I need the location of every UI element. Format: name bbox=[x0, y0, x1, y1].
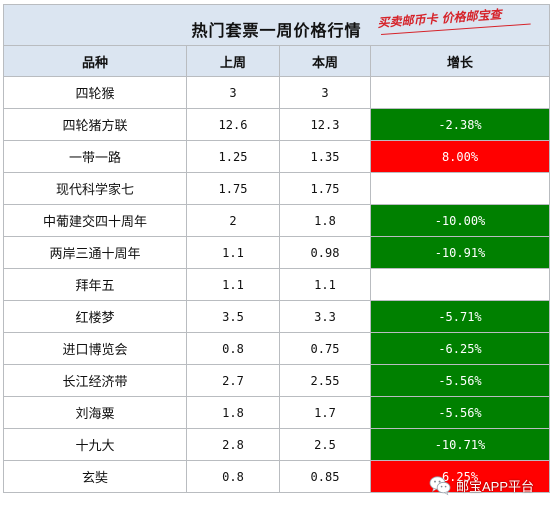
promo-stamp: 买卖邮币卡 价格邮宝查 bbox=[377, 7, 543, 42]
cell-last-week: 1.1 bbox=[186, 268, 280, 301]
cell-this-week: 1.7 bbox=[279, 396, 371, 429]
cell-change: 8.00% bbox=[370, 140, 550, 173]
cell-name: 十九大 bbox=[3, 428, 187, 461]
table-row: 进口博览会 0.8 0.75 -6.25% bbox=[3, 332, 550, 365]
cell-change bbox=[370, 76, 550, 109]
cell-last-week: 2 bbox=[186, 204, 280, 237]
cell-change: -5.56% bbox=[370, 364, 550, 397]
table-row: 四轮猪方联 12.6 12.3 -2.38% bbox=[3, 108, 550, 141]
cell-this-week: 1.35 bbox=[279, 140, 371, 173]
cell-name: 四轮猪方联 bbox=[3, 108, 187, 141]
table-row: 长江经济带 2.7 2.55 -5.56% bbox=[3, 364, 550, 397]
cell-name: 红楼梦 bbox=[3, 300, 187, 333]
header-this-week: 本周 bbox=[279, 45, 371, 77]
cell-last-week: 2.8 bbox=[186, 428, 280, 461]
table-row: 一带一路 1.25 1.35 8.00% bbox=[3, 140, 550, 173]
table-row: 中葡建交四十周年 2 1.8 -10.00% bbox=[3, 204, 550, 237]
cell-this-week: 2.55 bbox=[279, 364, 371, 397]
cell-name: 玄奘 bbox=[3, 460, 187, 493]
cell-name: 现代科学家七 bbox=[3, 172, 187, 205]
table-title: 热门套票一周价格行情 bbox=[191, 21, 362, 40]
cell-change bbox=[370, 172, 550, 205]
wechat-icon bbox=[429, 476, 451, 496]
table-row: 玄奘 0.8 0.85 6.25% bbox=[3, 460, 550, 493]
cell-last-week: 0.8 bbox=[186, 332, 280, 365]
cell-change: -10.00% bbox=[370, 204, 550, 237]
table-row: 十九大 2.8 2.5 -10.71% bbox=[3, 428, 550, 461]
cell-this-week: 0.98 bbox=[279, 236, 371, 269]
table-row: 拜年五 1.1 1.1 bbox=[3, 268, 550, 301]
price-table-body: 热门套票一周价格行情 买卖邮币卡 价格邮宝查 品种 上周 本周 增长 四轮猴 3 3… bbox=[3, 4, 550, 493]
title-row: 热门套票一周价格行情 买卖邮币卡 价格邮宝查 bbox=[3, 4, 550, 46]
cell-last-week: 0.8 bbox=[186, 460, 280, 493]
table-row: 四轮猴 3 3 bbox=[3, 76, 550, 109]
cell-change: -10.91% bbox=[370, 236, 550, 269]
header-last-week: 上周 bbox=[186, 45, 280, 77]
cell-name: 中葡建交四十周年 bbox=[3, 204, 187, 237]
cell-this-week: 3.3 bbox=[279, 300, 371, 333]
cell-change: -2.38% bbox=[370, 108, 550, 141]
cell-last-week: 3.5 bbox=[186, 300, 280, 333]
cell-name: 拜年五 bbox=[3, 268, 187, 301]
cell-change: -5.56% bbox=[370, 396, 550, 429]
cell-change: -10.71% bbox=[370, 428, 550, 461]
table-row: 红楼梦 3.5 3.3 -5.71% bbox=[3, 300, 550, 333]
cell-last-week: 1.8 bbox=[186, 396, 280, 429]
cell-this-week: 2.5 bbox=[279, 428, 371, 461]
cell-this-week: 3 bbox=[279, 76, 371, 109]
cell-last-week: 2.7 bbox=[186, 364, 280, 397]
cell-last-week: 12.6 bbox=[186, 108, 280, 141]
header-row: 品种 上周 本周 增长 bbox=[3, 45, 550, 77]
cell-last-week: 1.75 bbox=[186, 172, 280, 205]
cell-last-week: 1.25 bbox=[186, 140, 280, 173]
cell-this-week: 0.85 bbox=[279, 460, 371, 493]
cell-name: 进口博览会 bbox=[3, 332, 187, 365]
cell-last-week: 3 bbox=[186, 76, 280, 109]
cell-name: 四轮猴 bbox=[3, 76, 187, 109]
cell-this-week: 1.8 bbox=[279, 204, 371, 237]
watermark-text: 邮宝APP平台 bbox=[456, 478, 535, 494]
cell-this-week: 0.75 bbox=[279, 332, 371, 365]
cell-change bbox=[370, 268, 550, 301]
table-row: 两岸三通十周年 1.1 0.98 -10.91% bbox=[3, 236, 550, 269]
title-cell: 热门套票一周价格行情 买卖邮币卡 价格邮宝查 bbox=[3, 4, 550, 46]
cell-name: 两岸三通十周年 bbox=[3, 236, 187, 269]
cell-last-week: 1.1 bbox=[186, 236, 280, 269]
header-name: 品种 bbox=[3, 45, 187, 77]
cell-change: 6.25% bbox=[370, 460, 550, 493]
price-table: 热门套票一周价格行情 买卖邮币卡 价格邮宝查 品种 上周 本周 增长 四轮猴 3 3… bbox=[3, 4, 550, 493]
cell-name: 刘海粟 bbox=[3, 396, 187, 429]
header-change: 增长 bbox=[370, 45, 550, 77]
cell-name: 长江经济带 bbox=[3, 364, 187, 397]
cell-this-week: 1.75 bbox=[279, 172, 371, 205]
cell-this-week: 12.3 bbox=[279, 108, 371, 141]
table-row: 刘海粟 1.8 1.7 -5.56% bbox=[3, 396, 550, 429]
cell-change: -6.25% bbox=[370, 332, 550, 365]
table-row: 现代科学家七 1.75 1.75 bbox=[3, 172, 550, 205]
watermark: 邮宝APP平台 bbox=[428, 472, 534, 498]
cell-change: -5.71% bbox=[370, 300, 550, 333]
cell-name: 一带一路 bbox=[3, 140, 187, 173]
cell-this-week: 1.1 bbox=[279, 268, 371, 301]
